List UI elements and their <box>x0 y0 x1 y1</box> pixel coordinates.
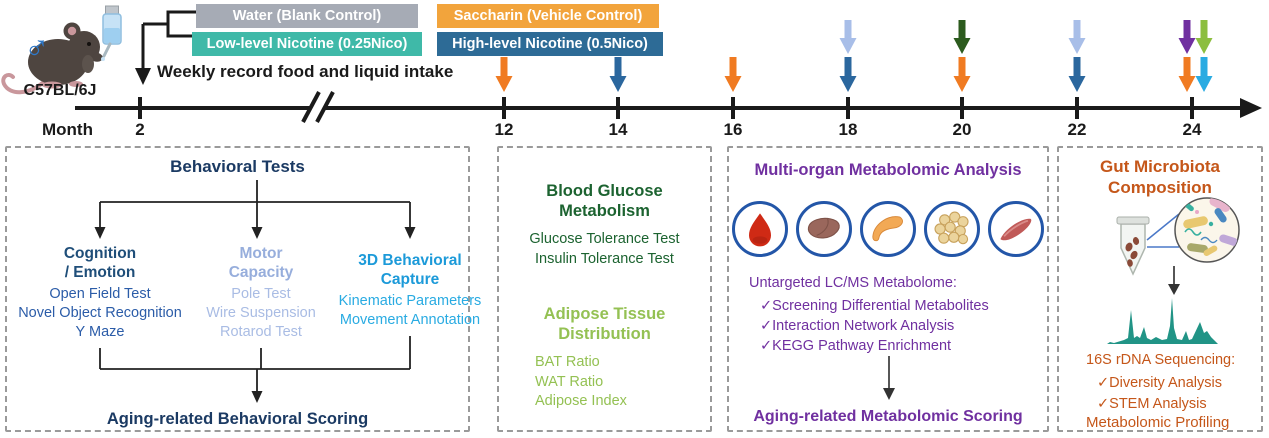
bacteria-circle-icon <box>1174 197 1240 263</box>
checklist-item: ✓KEGG Pathway Enrichment <box>760 338 952 354</box>
event-arrow-orange <box>724 57 742 92</box>
checklist: ✓Screening Differential Metabolites ✓Int… <box>760 296 989 356</box>
section-adipose-tissue: Adipose Tissue Distribution BAT Ratio WA… <box>499 305 710 412</box>
test-item: Glucose Tolerance Test <box>529 231 680 247</box>
muscle-icon <box>988 201 1044 257</box>
event-arrow-dark-green <box>953 20 971 54</box>
month-label: 18 <box>838 120 858 139</box>
water-bottle-icon <box>101 5 122 61</box>
checklist: ✓Diversity Analysis ✓STEM Analysis <box>1097 373 1222 415</box>
column-cognition-emotion: Cognition / Emotion Open Field Test Nove… <box>10 244 190 342</box>
liver-icon <box>796 201 852 257</box>
month-axis-label: Month <box>42 120 93 139</box>
measure-item: BAT Ratio <box>535 354 600 370</box>
panel-footer: Aging-related Metabolomic Scoring <box>753 408 1023 425</box>
adipose-tissue-icon <box>924 201 980 257</box>
panel-behavioral-tests: Behavioral Tests Cognition / Emotion Ope… <box>5 146 481 432</box>
checklist-item: ✓STEM Analysis <box>1097 396 1207 412</box>
bracket-connector <box>141 10 196 70</box>
measure-item: Adipose Index <box>535 393 627 409</box>
test-item: Insulin Tolerance Test <box>535 250 674 267</box>
panel-title: Behavioral Tests <box>170 157 305 176</box>
test-item: Kinematic Parameters <box>338 293 482 309</box>
checklist-item: ✓Diversity Analysis <box>1097 375 1222 391</box>
section-blood-glucose: Blood Glucose Metabolism Glucose Toleran… <box>499 182 710 269</box>
event-arrow-orange <box>1178 57 1196 92</box>
checklist-item: ✓Interaction Network Analysis <box>760 318 955 334</box>
event-arrows <box>495 20 1213 92</box>
group-low-nicotine: Low-level Nicotine (0.25Nico) <box>192 32 422 56</box>
panel-microbiota: Gut Microbiota Composition <box>1057 146 1263 432</box>
event-arrow-orange <box>953 57 971 92</box>
blood-icon <box>732 201 788 257</box>
weekly-note: Weekly record food and liquid intake <box>157 62 454 81</box>
checklist-item: ✓Screening Differential Metabolites <box>760 298 989 314</box>
pancreas-icon <box>860 201 916 257</box>
event-arrow-steel-blue <box>609 57 627 92</box>
axis-break-icon <box>301 91 335 123</box>
subtitle: 16S rDNA Sequencing: <box>1086 352 1236 368</box>
microbiota-illustration <box>1107 197 1240 344</box>
test-item: Y Maze <box>75 324 125 340</box>
month-label: 2 <box>135 120 145 139</box>
mouse-icon <box>1 22 103 95</box>
month-label: 16 <box>723 120 743 139</box>
test-item: Rotarod Test <box>220 324 302 340</box>
test-item: Wire Suspension <box>206 305 316 321</box>
event-arrow-steel-blue <box>839 57 857 92</box>
event-arrow-purple <box>1178 20 1196 54</box>
measure-item: WAT Ratio <box>535 373 604 390</box>
column-motor-capacity: Motor Capacity Pole Test Wire Suspension… <box>171 244 351 342</box>
panel-title: Gut Microbiota Composition <box>1100 157 1220 197</box>
section-title: Blood Glucose Metabolism <box>546 182 663 220</box>
column-heading: 3D Behavioral Capture <box>358 252 462 288</box>
male-symbol: ♂ <box>24 28 50 66</box>
group-saccharin: Saccharin (Vehicle Control) <box>437 4 659 28</box>
panel-footer: Aging-related Behavioral Scoring <box>106 410 369 428</box>
section-title: Adipose Tissue Distribution <box>543 305 666 343</box>
event-arrow-light-blue <box>839 20 857 54</box>
test-item: Pole Test <box>231 286 291 302</box>
zoom-lines <box>1146 213 1180 248</box>
event-arrow-light-blue <box>1068 20 1086 54</box>
timeline-axis <box>75 91 1262 123</box>
group-high-nicotine: High-level Nicotine (0.5Nico) <box>437 32 663 56</box>
flow-connectors <box>94 180 416 403</box>
test-item: Movement Annotation <box>339 312 481 328</box>
panel-metabolomics: Multi-organ Metabolomic Analysis <box>727 146 1049 432</box>
column-heading: Motor Capacity <box>228 245 294 281</box>
weekly-note-arrowhead <box>135 68 151 85</box>
panel-title: Multi-organ Metabolomic Analysis <box>754 161 1022 179</box>
month-label: 22 <box>1067 120 1087 139</box>
timeline-graphic: ♂ <box>1 5 1262 123</box>
event-arrow-cyan <box>1195 57 1213 92</box>
event-arrow-yellow-green <box>1195 20 1213 54</box>
month-label: 14 <box>608 120 628 139</box>
sample-tube-icon <box>1116 216 1150 276</box>
subtitle: Untargeted LC/MS Metabolome: <box>749 275 957 291</box>
group-water: Water (Blank Control) <box>196 4 418 28</box>
test-item: Open Field Test <box>49 286 151 302</box>
event-arrow-orange <box>495 57 513 92</box>
panel-glucose-adipose: Blood Glucose Metabolism Glucose Toleran… <box>497 146 712 432</box>
column-heading: Cognition / Emotion <box>63 245 137 281</box>
month-label: 24 <box>1182 120 1202 139</box>
month-ticks <box>138 97 1194 119</box>
down-arrow <box>883 356 895 400</box>
chromatogram-icon <box>1107 298 1218 344</box>
month-label: 20 <box>952 120 972 139</box>
column-3d-capture: 3D Behavioral Capture Kinematic Paramete… <box>318 251 502 330</box>
month-label: 12 <box>494 120 514 139</box>
strain-label: C57BL/6J <box>23 82 97 99</box>
organ-icons-row <box>729 201 1047 257</box>
panel-footer: Metabolomic Profiling <box>1086 414 1230 431</box>
event-arrow-steel-blue <box>1068 57 1086 92</box>
test-item: Novel Object Recognition <box>18 305 182 321</box>
down-arrow <box>1168 266 1180 295</box>
